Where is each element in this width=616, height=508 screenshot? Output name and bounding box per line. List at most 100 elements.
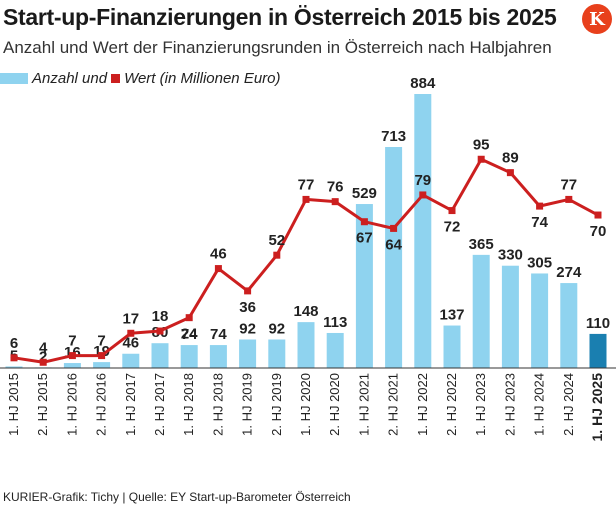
bar — [209, 345, 227, 368]
line-value-label: 77 — [298, 176, 315, 193]
bar — [180, 345, 198, 368]
x-tick-label: 2. HJ 2018 — [210, 373, 225, 436]
line-point — [302, 195, 310, 203]
bar — [414, 94, 432, 368]
line-value-label: 46 — [210, 246, 227, 263]
bar — [122, 353, 140, 368]
line-point — [565, 195, 573, 203]
bar — [531, 273, 549, 368]
line-value-label: 6 — [10, 335, 18, 352]
bar — [5, 366, 23, 368]
line-value-label: 52 — [268, 232, 285, 249]
line-point — [39, 358, 47, 366]
legend-line-label: Wert (in Millionen Euro) — [124, 70, 281, 87]
bar-value-label: 365 — [469, 236, 494, 253]
line-value-label: 79 — [414, 172, 431, 189]
line-point — [390, 224, 398, 232]
bar-value-label: 529 — [352, 185, 377, 202]
bar — [355, 204, 373, 368]
bar-value-label: 92 — [239, 320, 256, 337]
line-value-label: 36 — [239, 299, 256, 316]
legend-bar-label: Anzahl und — [32, 70, 108, 87]
line-point — [214, 265, 222, 273]
bar — [472, 254, 490, 368]
line-value-label: 7 — [68, 333, 76, 350]
bar-value-label: 884 — [410, 75, 436, 92]
x-tick-label: 2. HJ 2024 — [561, 373, 576, 436]
x-tick-label: 1. HJ 2018 — [181, 373, 196, 436]
line-value-label: 89 — [502, 150, 519, 167]
bar-value-label: 148 — [293, 303, 318, 320]
x-tick-label: 1. HJ 2020 — [298, 373, 313, 436]
line-value-label: 7 — [97, 333, 105, 350]
bar-value-label: 74 — [181, 326, 198, 343]
x-tick-label: 2. HJ 2017 — [152, 373, 167, 436]
x-tick-label: 1. HJ 2025 — [589, 373, 605, 442]
line-value-label: 17 — [122, 310, 139, 327]
line-point — [536, 202, 544, 210]
line-value-label: 18 — [152, 308, 169, 325]
bar — [93, 362, 111, 368]
line-point — [10, 354, 18, 362]
x-tick-label: 1. HJ 2019 — [240, 373, 255, 436]
line-value-label: 77 — [560, 176, 577, 193]
line-point — [448, 207, 456, 215]
line-point — [477, 155, 485, 163]
bar — [326, 332, 344, 368]
source-note: KURIER-Grafik: Tichy | Quelle: EY Start-… — [3, 490, 351, 504]
bar-value-label: 713 — [381, 128, 406, 145]
chart-subtitle: Anzahl und Wert der Finanzierungsrunden … — [3, 38, 552, 57]
bar — [151, 343, 169, 368]
bar — [589, 333, 607, 368]
line-value-label: 74 — [531, 214, 548, 231]
x-tick-label: 1. HJ 2023 — [473, 373, 488, 436]
line-value-label: 95 — [473, 136, 490, 153]
bar — [501, 265, 519, 368]
line-point — [419, 191, 427, 199]
line-value-label: 70 — [590, 223, 607, 240]
bar-value-label: 74 — [210, 326, 227, 343]
x-tick-label: 2. HJ 2015 — [35, 373, 50, 436]
bar-value-label: 274 — [556, 264, 582, 281]
line-point — [594, 211, 602, 219]
line-point — [273, 251, 281, 259]
chart-title: Start-up-Finanzierungen in Österreich 20… — [3, 4, 557, 30]
x-tick-label: 1. HJ 2015 — [6, 373, 21, 436]
line-point — [360, 218, 368, 226]
line-value-label: 64 — [385, 236, 402, 253]
line-point — [331, 198, 339, 206]
bar — [560, 283, 578, 368]
line-point — [185, 314, 193, 322]
bar — [385, 147, 403, 368]
x-tick-label: 2. HJ 2023 — [502, 373, 517, 436]
line-point — [98, 352, 106, 360]
bar-value-label: 110 — [586, 315, 610, 332]
bar-value-label: 113 — [323, 314, 347, 331]
x-tick-label: 1. HJ 2017 — [123, 373, 138, 436]
line-point — [156, 327, 164, 335]
line-value-label: 4 — [39, 339, 48, 356]
bar — [297, 322, 315, 368]
x-tick-label: 2. HJ 2021 — [386, 373, 401, 436]
line-point — [68, 352, 76, 360]
bar — [63, 363, 81, 368]
bar-value-label: 92 — [268, 320, 285, 337]
line-value-label: 24 — [181, 326, 198, 343]
bar-value-label: 46 — [122, 335, 139, 352]
line-value-label: 67 — [356, 230, 373, 247]
x-tick-label: 1. HJ 2021 — [356, 373, 371, 436]
x-tick-label: 1. HJ 2024 — [532, 373, 547, 436]
x-tick-label: 2. HJ 2016 — [94, 373, 109, 436]
x-tick-label: 2. HJ 2022 — [444, 373, 459, 436]
x-tick-label: 1. HJ 2022 — [415, 373, 430, 436]
chart-legend: Anzahl und Wert (in Millionen Euro) — [0, 70, 281, 87]
bar-value-label: 2 — [39, 348, 47, 365]
x-tick-label: 2. HJ 2019 — [269, 373, 284, 436]
bar — [443, 325, 461, 368]
x-tick-label: 1. HJ 2016 — [64, 373, 79, 436]
bar-value-label: 137 — [439, 307, 464, 324]
line-value-label: 72 — [444, 219, 461, 236]
x-tick-label: 2. HJ 2020 — [327, 373, 342, 436]
line-value-label: 76 — [327, 179, 344, 196]
